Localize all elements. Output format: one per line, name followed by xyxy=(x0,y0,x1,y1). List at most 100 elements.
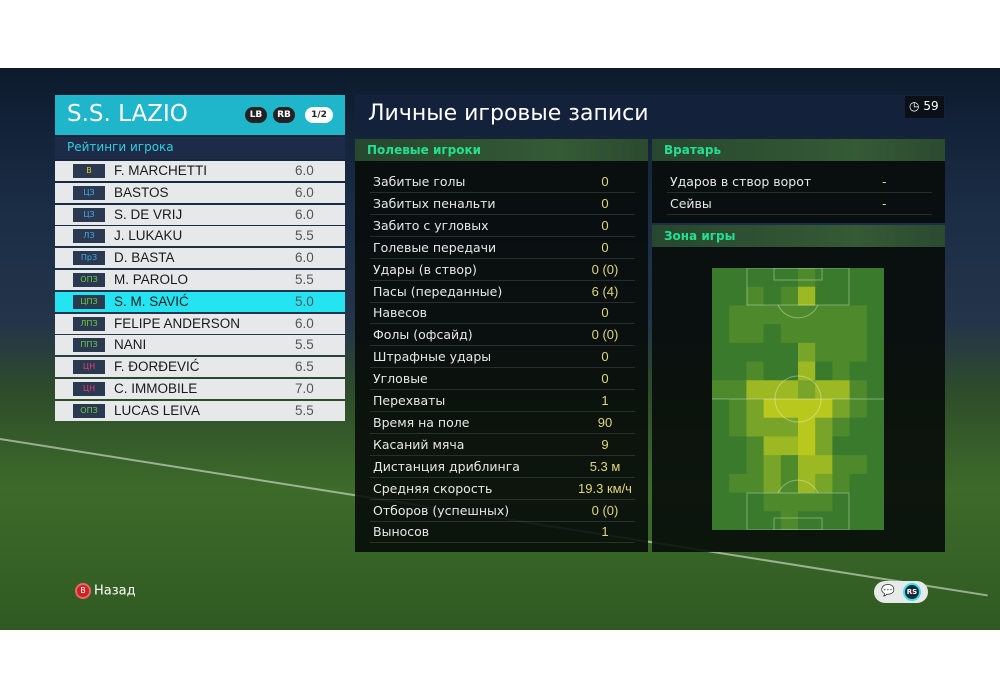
heat-cell xyxy=(780,455,799,475)
player-rating: 5.0 xyxy=(295,293,314,309)
heat-cell xyxy=(832,417,851,437)
heat-cell xyxy=(815,399,833,419)
chat-rs-control[interactable]: 💬 RS xyxy=(874,581,928,603)
heat-cell xyxy=(849,286,868,306)
page-indicator: 1/2 xyxy=(305,107,333,123)
pitch-marking xyxy=(777,304,819,319)
chat-icon[interactable]: 💬 xyxy=(881,584,895,597)
stat-label: Время на поле xyxy=(373,414,470,430)
heat-cell xyxy=(729,380,747,400)
stat-label: Забитые голы xyxy=(373,174,466,189)
heat-cell xyxy=(712,268,730,288)
player-rating: 5.5 xyxy=(295,402,314,418)
player-row[interactable]: В F. MARCHETTI 6.0 xyxy=(55,161,345,181)
lb-button[interactable]: LB xyxy=(245,107,267,123)
player-name: BASTOS xyxy=(114,184,169,200)
player-row[interactable]: ЛЗ J. LUKAKU 5.5 xyxy=(55,226,345,247)
rs-button-icon[interactable]: RS xyxy=(903,583,921,601)
heat-cell xyxy=(815,268,833,288)
pitch-marking xyxy=(777,479,819,494)
player-row[interactable]: ЦЗ BASTOS 6.0 xyxy=(55,182,345,203)
heat-cell xyxy=(832,473,851,494)
heat-cell xyxy=(815,417,833,437)
stat-row: Угловые 0 xyxy=(370,368,635,391)
heat-cell xyxy=(832,399,851,419)
heat-cell xyxy=(798,286,816,306)
pitch-marking xyxy=(774,375,822,423)
position-badge: ЦН xyxy=(73,360,105,375)
player-row[interactable]: ОПЗ LUCAS LEIVA 5.5 xyxy=(55,400,345,421)
player-row[interactable]: ОПЗ M. PAROLO 5.5 xyxy=(55,270,345,290)
position-badge: ЦН xyxy=(73,382,105,396)
position-badge: ППЗ xyxy=(73,338,105,353)
heat-cell xyxy=(832,268,851,288)
player-row[interactable]: ЛПЗ FELIPE ANDERSON 6.0 xyxy=(55,313,345,334)
heat-cell xyxy=(780,473,799,494)
heat-cell xyxy=(815,492,833,512)
heat-cell xyxy=(849,342,868,363)
position-badge: ЦЗ xyxy=(73,185,105,200)
heat-cell xyxy=(729,342,747,363)
back-button[interactable]: B Назад xyxy=(75,583,136,599)
heat-cell xyxy=(866,436,884,456)
player-row[interactable]: ПрЗ D. BASTA 6.0 xyxy=(55,248,345,269)
stat-label: Дистанция дриблинга xyxy=(373,458,520,474)
player-row[interactable]: ЦЗ S. DE VRIJ 6.0 xyxy=(55,204,345,225)
stat-label: Касаний мяча xyxy=(373,436,465,452)
heat-cell xyxy=(866,380,884,400)
heat-cell xyxy=(746,511,765,530)
heat-cell xyxy=(849,436,868,456)
heat-cell xyxy=(866,417,884,437)
player-row[interactable]: ППЗ NANI 5.5 xyxy=(55,335,345,356)
player-name: D. BASTA xyxy=(114,250,175,266)
player-name: J. LUKAKU xyxy=(114,228,183,244)
heat-cell xyxy=(780,492,799,512)
heat-cell xyxy=(763,492,782,512)
page-title: Личные игровые записи xyxy=(368,101,649,126)
player-name: F. MARCHETTI xyxy=(114,163,207,178)
heat-cell xyxy=(849,305,868,325)
heat-cell xyxy=(815,436,833,456)
heat-cell xyxy=(763,399,782,419)
heat-cell xyxy=(832,324,851,344)
player-row[interactable]: ЦПЗ S. M. SAVIĆ 5.0 xyxy=(55,291,345,312)
stat-value: 0 (0) xyxy=(591,502,619,518)
player-rating: 6.0 xyxy=(295,315,314,331)
player-row[interactable]: ЦН C. IMMOBILE 7.0 xyxy=(55,379,345,399)
heat-cell xyxy=(712,492,730,512)
heat-cell xyxy=(780,286,799,306)
stat-value: 0 (0) xyxy=(591,261,619,277)
heat-cell xyxy=(746,361,765,381)
stat-row: Касаний мяча 9 xyxy=(370,434,635,456)
player-row[interactable]: ЦН F. ĐORĐEVIĆ 6.5 xyxy=(55,357,345,378)
heat-cell xyxy=(746,492,765,512)
records-header: Личные игровые записи ◷ 59 xyxy=(355,95,945,135)
heat-cell xyxy=(866,286,884,306)
player-rating: 5.5 xyxy=(295,228,314,244)
position-badge: ОПЗ xyxy=(73,403,105,418)
heat-cell xyxy=(832,380,851,400)
position-badge: ЦПЗ xyxy=(73,294,105,309)
heat-cell xyxy=(866,511,884,530)
heat-cell xyxy=(832,511,851,530)
heat-cell xyxy=(849,511,868,530)
position-badge: ЛПЗ xyxy=(73,316,105,331)
heat-cell xyxy=(832,492,851,512)
back-label: Назад xyxy=(94,583,136,599)
rb-button[interactable]: RB xyxy=(273,107,295,123)
stat-label: Штрафные удары xyxy=(373,349,492,365)
stat-label: Ударов в створ ворот xyxy=(670,174,812,189)
pitch-marking xyxy=(746,268,850,306)
heat-cell xyxy=(832,455,851,475)
stat-label: Забитых пенальти xyxy=(373,195,496,211)
field-stats-panel: Забитые голы 0 Забитых пенальти 0 Забито с у… xyxy=(355,161,648,552)
gk-stat-row: Ударов в створ ворот - xyxy=(667,171,932,193)
stat-value: 6 (4) xyxy=(591,283,619,299)
stat-label: Фолы (офсайд) xyxy=(373,327,473,343)
heat-cell xyxy=(780,305,799,325)
stat-label: Навесов xyxy=(373,305,428,321)
stat-value: 1 xyxy=(601,393,609,408)
heat-cell xyxy=(849,324,868,344)
stat-row: Забитых пенальти 0 xyxy=(370,193,635,215)
heat-cell xyxy=(832,305,851,325)
